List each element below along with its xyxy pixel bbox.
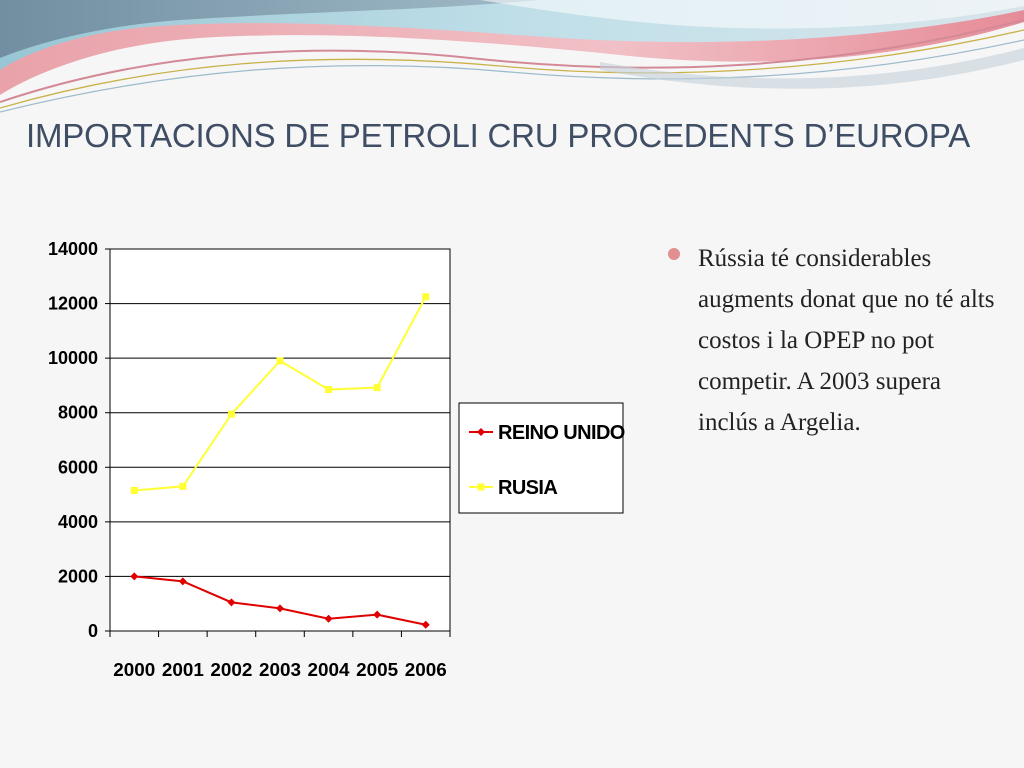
data-point bbox=[373, 610, 382, 619]
legend-label: RUSIA bbox=[498, 477, 557, 499]
x-tick-label: 2005 bbox=[356, 660, 398, 680]
data-point bbox=[324, 614, 333, 623]
data-point bbox=[130, 572, 139, 581]
data-point bbox=[325, 386, 333, 394]
bullet-text: Rússia té considerables augments donat q… bbox=[698, 245, 995, 436]
legend-marker bbox=[477, 483, 485, 491]
x-tick-label: 2003 bbox=[259, 660, 301, 680]
bullet-dot-icon bbox=[668, 248, 680, 260]
x-tick-label: 2006 bbox=[405, 660, 447, 680]
x-tick-label: 2001 bbox=[162, 660, 204, 680]
data-point bbox=[421, 620, 430, 629]
x-tick-label: 2000 bbox=[113, 660, 155, 680]
legend-label: REINO UNIDO bbox=[498, 422, 625, 444]
plot-area bbox=[110, 249, 450, 631]
y-tick-label: 0 bbox=[88, 621, 98, 641]
data-point bbox=[130, 486, 138, 494]
data-point bbox=[227, 598, 236, 607]
data-point bbox=[178, 577, 187, 586]
y-tick-label: 4000 bbox=[58, 512, 98, 532]
y-tick-label: 2000 bbox=[58, 566, 98, 586]
y-tick-label: 12000 bbox=[48, 294, 98, 314]
data-point bbox=[276, 604, 284, 613]
x-tick-label: 2004 bbox=[308, 660, 350, 680]
data-point bbox=[422, 293, 430, 301]
x-tick-label: 2002 bbox=[210, 660, 252, 680]
slide-title: IMPORTACIONS DE PETROLI CRU PROCEDENTS D… bbox=[26, 117, 971, 154]
data-point bbox=[276, 357, 284, 365]
y-tick-label: 6000 bbox=[58, 457, 98, 477]
data-point bbox=[373, 384, 381, 392]
y-tick-label: 8000 bbox=[58, 403, 98, 423]
data-point bbox=[179, 482, 187, 490]
y-tick-label: 14000 bbox=[48, 239, 98, 259]
data-point bbox=[227, 410, 235, 418]
y-tick-label: 10000 bbox=[48, 348, 98, 368]
legend-box bbox=[458, 402, 624, 514]
plot-border bbox=[109, 248, 451, 632]
legend-marker bbox=[477, 428, 485, 436]
